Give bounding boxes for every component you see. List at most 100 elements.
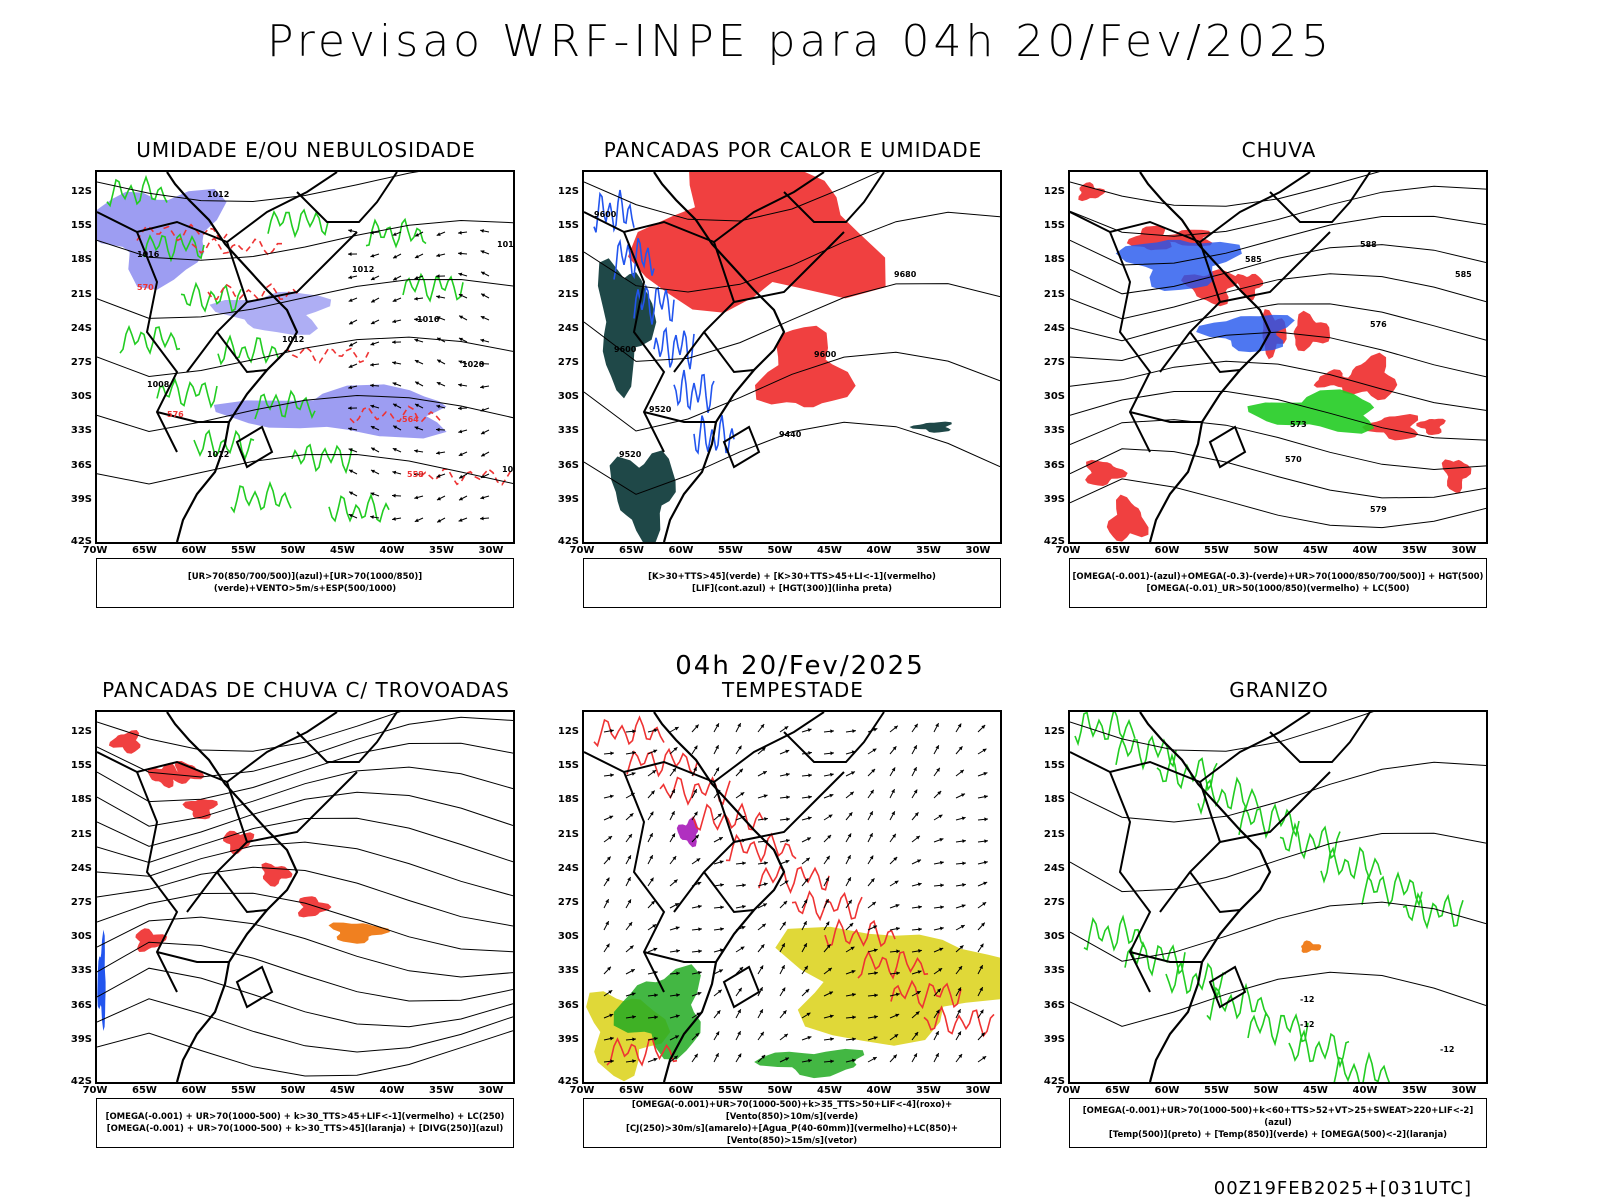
precip-water-contour (606, 1037, 678, 1067)
lat-tick-label: 30S (1043, 391, 1065, 403)
lat-tick-label: 33S (1043, 965, 1065, 977)
wind850-vector (867, 748, 877, 755)
wind850-vector (867, 855, 874, 865)
wind850-vector (603, 728, 614, 733)
wind850-vector (823, 855, 831, 865)
lon-tick-label: 60W (181, 545, 207, 556)
uruguay-border (722, 425, 761, 469)
wind850-vector (669, 879, 678, 887)
wind850-vector (845, 833, 852, 843)
lon-tick-label: 55W (231, 545, 256, 556)
contour-label: 576 (167, 410, 184, 419)
state-border (186, 781, 249, 913)
state-border (186, 241, 249, 373)
wind-vector (480, 229, 490, 233)
wind850-vector (779, 795, 790, 800)
instability-red-area (628, 172, 886, 313)
state-border (703, 871, 755, 914)
panel-title: GRANIZO (1229, 678, 1329, 702)
wind850-vector (691, 904, 702, 909)
contour-label: 1020 (462, 360, 485, 369)
wind850-vector (647, 728, 658, 733)
lc250-streamline (97, 998, 513, 1053)
state-border (703, 331, 755, 374)
wind850-vector (603, 773, 614, 778)
panel-title: TEMPESTADE (722, 678, 864, 702)
state-border (1129, 411, 1202, 423)
wind-vector (348, 363, 358, 368)
humidity-green-contour (291, 443, 353, 475)
lon-tick-label: 45W (330, 1085, 355, 1096)
wind850-vector (977, 724, 986, 733)
wind850-vector (911, 949, 922, 953)
wind850-vector (735, 861, 746, 866)
wind850-vector (801, 1035, 812, 1041)
lat-tick-label: 24S (70, 322, 92, 334)
temp850-green-contour (1197, 776, 1259, 816)
wind-vector (370, 275, 380, 281)
lc250-streamline (97, 716, 513, 778)
coastline (1139, 712, 1272, 1082)
wind-vector (458, 230, 468, 235)
wind850-vector (823, 772, 834, 777)
wind850-vector (603, 856, 612, 865)
map-svg (97, 712, 513, 1082)
state-border (1109, 771, 1152, 993)
wind850-vector (669, 902, 680, 909)
uruguay-border (235, 965, 274, 1009)
wind850-vector (911, 1053, 918, 1063)
wind850-vector (867, 789, 875, 799)
wind-green-area (613, 964, 701, 1060)
lat-tick-label: 42S (557, 536, 579, 547)
temp500-contour (1070, 832, 1486, 893)
wind850-vector (933, 1030, 940, 1041)
lat-tick-label: 18S (1043, 254, 1065, 266)
contour-label: 576 (1370, 320, 1387, 329)
wind-vector (458, 383, 468, 388)
wind850-vector (845, 729, 856, 733)
hgt500-contour (1070, 215, 1486, 266)
panel-legend: [OMEGA(-0.001)+UR>70(1000-500)+k<60+TTS>… (1069, 1098, 1487, 1148)
state-border (1219, 771, 1331, 843)
wind850-vector (955, 944, 964, 953)
lat-tick-label: 39S (1043, 1033, 1065, 1045)
humidity-green-contour (106, 174, 168, 208)
pressure-contour (97, 336, 513, 378)
wind850-vector (823, 921, 830, 931)
wind850-vector (823, 793, 834, 799)
state-border (246, 771, 358, 843)
lat-tick-label: 12S (557, 726, 579, 737)
temp500-contour (1070, 971, 1486, 1027)
wind850-vector (911, 882, 922, 887)
wind-vector (392, 447, 402, 453)
lat-tick-label: 30S (557, 931, 579, 943)
wind850-vector (867, 768, 876, 777)
lat-tick-label: 12S (1043, 726, 1065, 737)
wind850-vector (911, 723, 919, 733)
hgt300-contour (584, 421, 1000, 495)
wind850-vector (713, 948, 724, 953)
lat-tick-label: 33S (70, 425, 92, 437)
contour-label: 9520 (649, 405, 672, 414)
wind850-vector (669, 1055, 679, 1063)
wind850-vector (669, 746, 678, 755)
precip-water-contour (692, 802, 764, 831)
state-border (733, 231, 845, 303)
wind850-vector (757, 965, 764, 975)
pressure-contour (97, 394, 513, 433)
hgt500-contour (1070, 273, 1486, 320)
humidity-green-contour (328, 493, 390, 523)
wind850-vector (801, 942, 808, 953)
humidity-green-contour (254, 389, 316, 420)
wind-vector (436, 495, 446, 501)
panel-title: CHUVA (1241, 138, 1317, 162)
wind850-vector (603, 794, 614, 799)
wind-vector (458, 272, 468, 277)
wind850-vector (955, 723, 962, 733)
wind-vector (414, 359, 424, 365)
panel-tempestade: TEMPESTADE 12S 15S 18S 21S 24S 27S 30S 33S 36S 39S… (553, 678, 1033, 1150)
map-area: 1012 1016 1012 1016 1012 1008 1012 1016 1020 1024… (95, 170, 515, 544)
temp850-green-contour (1156, 752, 1218, 792)
wind850-vector (867, 971, 878, 976)
wind850-vector (691, 970, 702, 975)
